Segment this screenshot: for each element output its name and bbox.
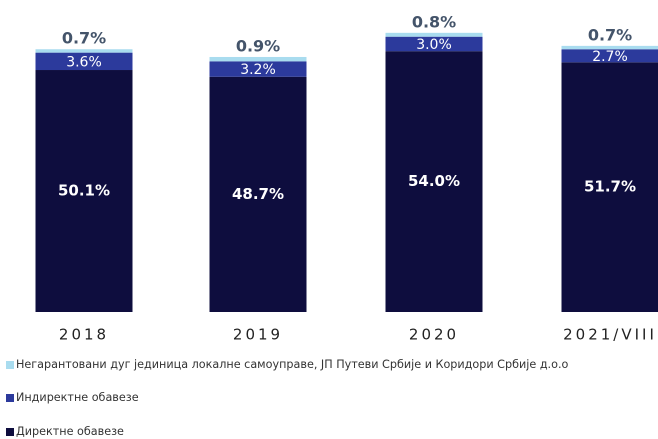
data-label: 51.7%	[584, 178, 636, 196]
legend-label: Директне обавезе	[16, 425, 124, 438]
data-label: 3.2%	[240, 62, 276, 78]
data-label: 0.8%	[412, 12, 456, 31]
bar-segment	[385, 32, 483, 37]
bar-segment	[35, 70, 133, 312]
bar-segment	[561, 45, 658, 50]
bar-segment	[385, 36, 483, 52]
bar-segment	[385, 51, 483, 313]
data-label: 2.7%	[592, 49, 628, 65]
legend-swatch	[6, 361, 14, 369]
legend-swatch	[6, 428, 14, 436]
bar-segment	[561, 49, 658, 63]
x-tick-label: 2019	[233, 326, 283, 344]
bar-segment	[209, 56, 307, 62]
bar-segment	[561, 62, 658, 312]
bar-segment	[209, 61, 307, 77]
x-tick-label: 2020	[409, 326, 459, 344]
bar-segment	[35, 49, 133, 53]
data-label: 0.7%	[588, 25, 632, 44]
x-tick-label: 2018	[59, 326, 109, 344]
data-label: 54.0%	[408, 172, 460, 190]
data-label: 3.6%	[66, 54, 102, 70]
x-tick-label: 2021/VIII	[563, 326, 657, 344]
data-label: 50.1%	[58, 182, 110, 200]
bar-segment	[209, 76, 307, 313]
legend-label: Негарантовани дуг јединица локалне самоу…	[16, 358, 569, 371]
data-label: 3.0%	[416, 37, 452, 53]
bar-segment	[35, 52, 133, 71]
data-label: 0.9%	[236, 36, 280, 55]
data-label: 48.7%	[232, 185, 284, 203]
legend-label: Индиректне обавезе	[16, 391, 139, 404]
data-label: 0.7%	[62, 29, 106, 48]
legend-swatch	[6, 394, 14, 402]
